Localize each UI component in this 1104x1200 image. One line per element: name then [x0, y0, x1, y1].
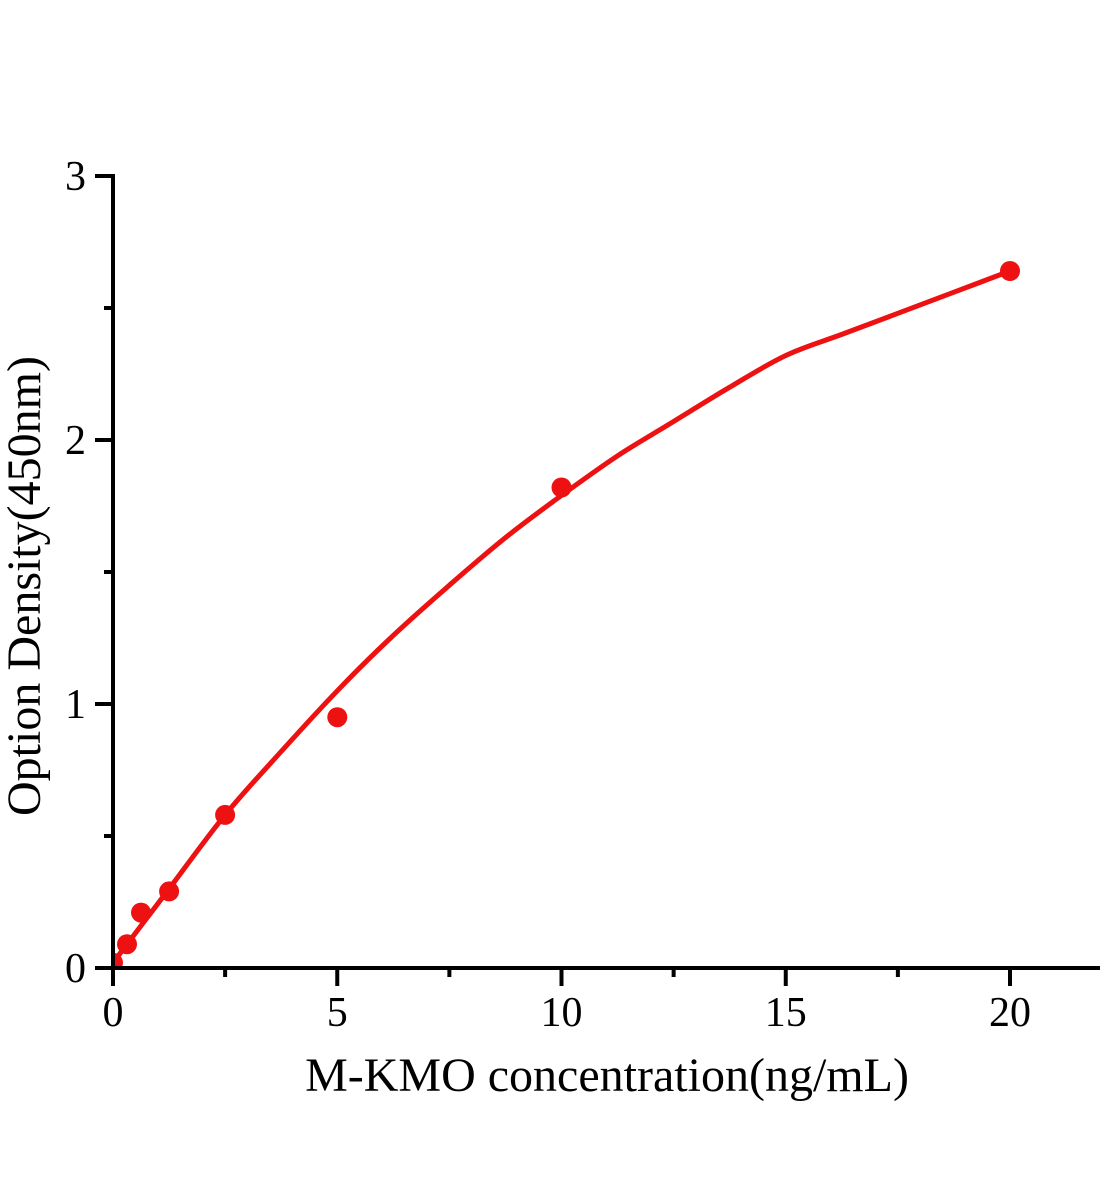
- data-point: [159, 881, 180, 902]
- data-point: [117, 934, 137, 955]
- plot-area: [111, 261, 1020, 970]
- data-point: [131, 902, 151, 923]
- y-tick-label: 1: [65, 682, 86, 728]
- data-point: [327, 707, 348, 728]
- x-tick-label: 10: [541, 990, 583, 1036]
- x-tick-label: 0: [103, 990, 124, 1036]
- x-tick-label: 15: [765, 990, 807, 1036]
- y-tick-label: 3: [65, 154, 86, 200]
- data-point: [1000, 261, 1020, 281]
- axes: 0 5 10 15 20 0 1 2 3: [65, 154, 1100, 1036]
- x-tick-label: 5: [327, 990, 348, 1036]
- fit-curve: [111, 268, 1013, 966]
- x-axis-title: M-KMO concentration(ng/mL): [305, 1049, 909, 1102]
- y-tick-label: 0: [65, 946, 86, 992]
- x-tick-label: 20: [989, 990, 1031, 1036]
- data-point: [551, 477, 572, 498]
- y-axis-title: Option Density(450nm): [0, 356, 51, 816]
- y-tick-label: 2: [65, 418, 86, 464]
- data-point: [215, 804, 236, 825]
